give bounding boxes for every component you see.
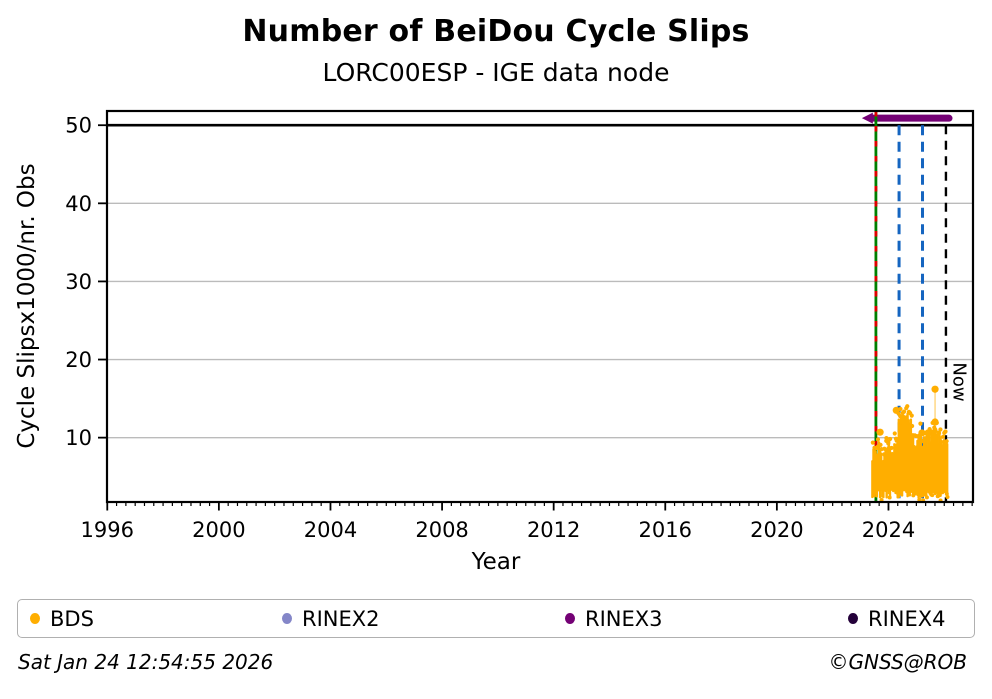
bds-marker-icon [30,613,40,624]
x-tick-label: 2020 [750,518,803,542]
legend-label-rinex2: RINEX2 [302,606,380,631]
bds-point [878,442,883,447]
bds-point [886,441,891,446]
bds-point [917,497,922,502]
rinex2-marker-icon [282,613,292,624]
y-tick-label: 50 [65,114,92,138]
y-tick-label: 20 [65,348,92,372]
bds-point [938,427,943,432]
bds-outlier-point [918,429,926,437]
bds-point [909,413,914,418]
plot-area: Now 1996 2000 2004 2008 2012 2016 2020 2024 10 20 3… [65,109,975,542]
bds-point [901,409,907,414]
legend-label-rinex4: RINEX4 [868,606,946,631]
bds-point [930,493,935,498]
plot-timestamp: Sat Jan 24 12:54:55 2026 [18,650,274,674]
bds-point [892,431,897,436]
y-axis-label: Cycle Slipsx1000/nr. Obs [14,163,40,449]
rinex4-marker-icon [848,613,858,624]
now-label: Now [949,362,970,401]
y-tick-label: 30 [65,270,92,294]
bds-point [939,439,944,445]
x-tick-label: 2016 [639,518,692,542]
bds-point [889,445,894,451]
bds-outlier-point [892,406,900,414]
bds-point [944,439,949,444]
bds-point [933,427,938,432]
y-tick-label: 10 [65,426,92,450]
bds-point [945,495,950,500]
bds-point [905,404,910,409]
bds-point [870,440,875,445]
x-tick-label: 1996 [81,518,134,542]
bds-point [910,423,915,429]
credit-watermark: ©GNSS@ROB [828,650,968,674]
y-tick-label: 40 [65,192,92,216]
legend-item-rinex3: RINEX3 [565,600,663,637]
legend-item-rinex4: RINEX4 [848,600,946,637]
bds-outlier-point [931,418,939,426]
bds-point [887,436,893,442]
bds-point [936,430,941,435]
legend: BDS RINEX2 RINEX3 RINEX4 [17,599,975,638]
bds-point [943,429,948,434]
bds-point [875,437,881,442]
x-tick-label: 2004 [304,518,357,542]
chart-subtitle: LORC00ESP - IGE data node [322,58,670,87]
bds-point [924,495,929,500]
rinex3-marker-icon [565,613,575,624]
legend-label-rinex3: RINEX3 [585,606,663,631]
x-tick-label: 2012 [527,518,580,542]
legend-item-rinex2: RINEX2 [282,600,380,637]
x-axis-label: Year [471,549,521,575]
legend-item-bds: BDS [30,600,94,637]
rinex3-span-arrow-icon [861,112,873,124]
bds-outlier-point [924,429,932,437]
x-tick-label: 2000 [192,518,245,542]
bds-point [940,434,946,439]
x-tick-label: 2008 [415,518,468,542]
chart-title: Number of BeiDou Cycle Slips [242,14,750,49]
bds-cloud-column [945,443,949,495]
bds-outlier-point [876,428,884,436]
axes-spines [105,109,975,504]
bds-outlier-point [931,385,939,393]
bds-point [918,421,923,426]
legend-label-bds: BDS [50,606,94,631]
x-tick-label: 2024 [862,518,915,542]
